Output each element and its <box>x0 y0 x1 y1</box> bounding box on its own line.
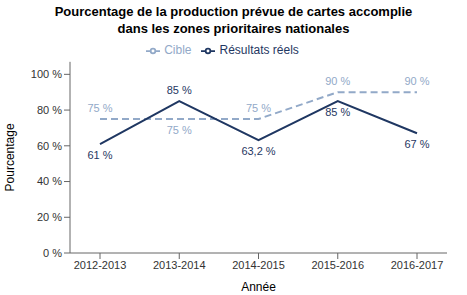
svg-text:2015-2016: 2015-2016 <box>311 259 364 271</box>
svg-text:85 %: 85 % <box>325 106 350 118</box>
html-text:dans les zones prioritaires na: dans les zones prioritaires nationales <box>117 21 350 36</box>
html-text:Cible: Cible <box>164 43 192 57</box>
svg-text:60 %: 60 % <box>37 140 62 152</box>
svg-text:2012-2013: 2012-2013 <box>74 259 127 271</box>
svg-text:61 %: 61 % <box>87 149 112 161</box>
svg-text:67 %: 67 % <box>404 138 429 150</box>
svg-text:63,2 %: 63,2 % <box>241 145 275 157</box>
svg-text:40 %: 40 % <box>37 175 62 187</box>
html-text:Pourcentage de la production p: Pourcentage de la production prévue de c… <box>54 4 413 19</box>
svg-text:100 %: 100 % <box>31 68 62 80</box>
svg-text:90 %: 90 % <box>325 75 350 87</box>
svg-text:Pourcentage: Pourcentage <box>8 123 17 191</box>
svg-text:2013-2014: 2013-2014 <box>153 259 206 271</box>
svg-text:85 %: 85 % <box>167 84 192 96</box>
svg-text:80 %: 80 % <box>37 104 62 116</box>
html-text:Résultats réels: Résultats réels <box>219 43 299 57</box>
svg-text:75 %: 75 % <box>87 102 112 114</box>
svg-text:75 %: 75 % <box>167 124 192 136</box>
svg-text:Année: Année <box>241 280 276 294</box>
svg-text:0 %: 0 % <box>43 247 62 259</box>
svg-text:90 %: 90 % <box>404 75 429 87</box>
svg-text:2016-2017: 2016-2017 <box>391 259 444 271</box>
svg-text:75 %: 75 % <box>246 102 271 114</box>
svg-text:20 %: 20 % <box>37 211 62 223</box>
svg-text:2014-2015: 2014-2015 <box>232 259 285 271</box>
